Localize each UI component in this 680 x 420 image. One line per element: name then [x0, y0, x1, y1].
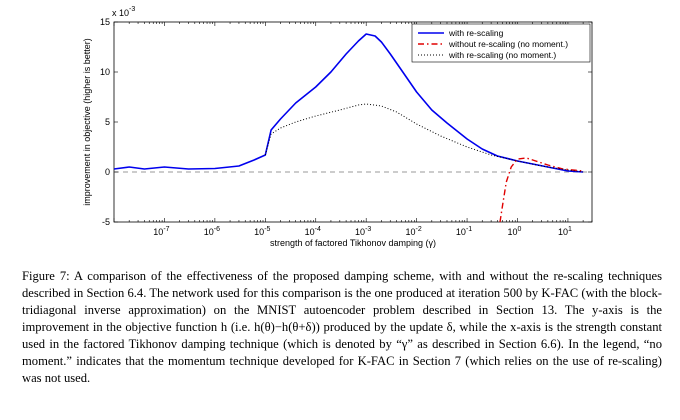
x-tick-label-exponent: -1 — [466, 226, 472, 233]
legend-box — [411, 23, 591, 63]
x-tick-label: 100 — [508, 226, 522, 237]
series-layer — [113, 33, 584, 223]
y-multiplier-base: x 10 — [112, 8, 129, 18]
x-tick-label-base: 10 — [508, 227, 518, 237]
x-tick-label: 10-6 — [204, 226, 220, 237]
x-tick-label-base: 10 — [305, 227, 315, 237]
y-tick-label: 0 — [105, 167, 110, 177]
y-tick-label: 10 — [100, 67, 110, 77]
x-tick-label-exponent: -5 — [264, 226, 270, 233]
x-tick-label-exponent: -7 — [163, 226, 169, 233]
x-tick-label: 10-1 — [456, 226, 472, 237]
x-tick-label: 10-2 — [405, 226, 421, 237]
series-line-1 — [113, 33, 584, 173]
x-tick-label-base: 10 — [204, 227, 214, 237]
x-tick-label-exponent: 0 — [518, 226, 522, 233]
tick-marks — [113, 21, 593, 223]
x-tick-label: 101 — [558, 226, 572, 237]
x-tick-label-exponent: -2 — [416, 226, 422, 233]
x-tick-label-base: 10 — [355, 227, 365, 237]
legend-entry-3: with re-scaling (no moment.) — [448, 50, 556, 60]
y-tick-label: 5 — [105, 117, 110, 127]
x-tick-label-exponent: -3 — [365, 226, 371, 233]
x-axis-label: strength of factored Tikhonov damping (γ… — [270, 238, 436, 248]
figure-caption: Figure 7: A comparison of the effectiven… — [22, 269, 662, 385]
x-tick-label-base: 10 — [254, 227, 264, 237]
y-tick-label: 15 — [100, 17, 110, 27]
y-multiplier-label: x 10-3 — [112, 6, 135, 18]
series-line-2 — [499, 157, 584, 223]
x-tick-label-base: 10 — [405, 227, 415, 237]
y-tick-label: -5 — [102, 217, 110, 227]
y-multiplier-exponent: -3 — [129, 6, 135, 13]
x-tick-label-exponent: -4 — [315, 226, 321, 233]
x-tick-label: 10-7 — [153, 226, 169, 237]
x-tick-label-base: 10 — [153, 227, 163, 237]
x-tick-label: 10-3 — [355, 226, 371, 237]
legend-entry-2: without re-scaling (no moment.) — [448, 39, 568, 49]
x-tick-label: 10-5 — [254, 226, 270, 237]
x-tick-label-exponent: 1 — [568, 226, 572, 233]
y-axis-label: improvement in objective (higher is bett… — [82, 38, 92, 206]
x-tick-label-base: 10 — [558, 227, 568, 237]
x-tick-label-base: 10 — [456, 227, 466, 237]
x-tick-label: 10-4 — [305, 226, 321, 237]
x-tick-label-exponent: -6 — [214, 226, 220, 233]
legend-entry-1: with re-scaling — [448, 28, 504, 38]
